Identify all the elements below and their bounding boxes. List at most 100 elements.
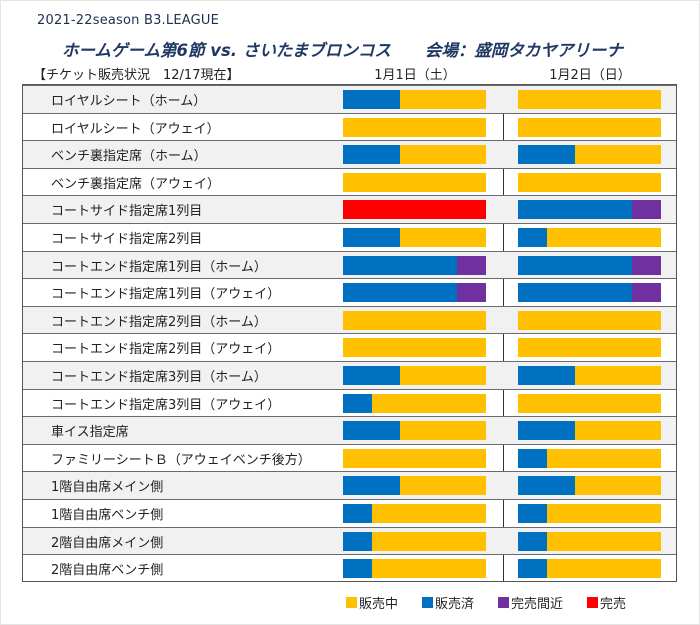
table-row: コートエンド指定席2列目（ホーム） bbox=[23, 305, 676, 334]
status-bar-day-1 bbox=[343, 504, 486, 523]
bar-segment-sold bbox=[343, 255, 458, 275]
table-row: ベンチ裏指定席（ホーム） bbox=[23, 140, 676, 168]
legend-item-almost-sold-out: 完売間近 bbox=[498, 593, 563, 612]
status-bar-day-1 bbox=[343, 421, 486, 441]
table-row: 2階自由席ベンチ側 bbox=[23, 554, 676, 582]
table-row: コートエンド指定席2列目（アウェイ） bbox=[23, 333, 676, 361]
bar-segment-sold bbox=[343, 145, 401, 165]
status-bar-day-2 bbox=[518, 366, 661, 385]
table-row: 1階自由席ベンチ側 bbox=[23, 499, 676, 527]
seat-category-label: ロイヤルシート（ホーム） bbox=[51, 94, 207, 109]
table-row: コートサイド指定席1列目 bbox=[23, 195, 676, 223]
status-bar-day-2 bbox=[518, 145, 661, 165]
bar-segment-almost-sold-out bbox=[632, 283, 661, 303]
bar-segment-sold-out bbox=[343, 200, 486, 220]
seat-category-label: コートエンド指定席3列目（アウェイ） bbox=[51, 397, 281, 413]
status-bar-day-1 bbox=[343, 310, 486, 330]
season-label: 2021-22season B3.LEAGUE bbox=[37, 13, 219, 28]
status-bar-day-1 bbox=[343, 90, 486, 109]
bar-segment-sold bbox=[518, 283, 633, 303]
status-bar-day-1 bbox=[343, 448, 486, 468]
table-row: 1階自由席メイン側 bbox=[23, 471, 676, 499]
table-row: 車イス指定席 bbox=[23, 416, 676, 444]
bar-segment-on-sale bbox=[400, 366, 486, 385]
status-bar-day-1 bbox=[343, 172, 486, 192]
bar-segment-sold bbox=[518, 200, 633, 220]
bar-segment-sold bbox=[518, 366, 576, 385]
table-row: 2階自由席メイン側 bbox=[23, 526, 676, 555]
status-bar-day-2 bbox=[518, 421, 661, 441]
bar-segment-on-sale bbox=[371, 504, 486, 523]
table-row: コートサイド指定席2列目 bbox=[23, 223, 676, 251]
status-bar-day-1 bbox=[343, 559, 486, 579]
day-header-1: 1月1日（土） bbox=[374, 68, 456, 83]
seat-category-label: ベンチ裏指定席（ホーム） bbox=[51, 149, 207, 165]
status-bar-day-1 bbox=[343, 117, 486, 137]
table-row: ロイヤルシート（ホーム） bbox=[23, 85, 676, 113]
seat-category-label: コートサイド指定席1列目 bbox=[51, 204, 203, 220]
bar-segment-sold bbox=[343, 504, 372, 523]
bar-segment-almost-sold-out bbox=[457, 283, 486, 303]
seat-category-label: ロイヤルシート（アウェイ） bbox=[51, 121, 220, 137]
bar-segment-sold bbox=[518, 476, 576, 496]
bar-segment-sold bbox=[518, 559, 547, 579]
status-bar-day-2 bbox=[518, 448, 661, 468]
status-bar-day-2 bbox=[518, 255, 661, 275]
bar-segment-on-sale bbox=[371, 393, 486, 413]
seat-category-label: ファミリーシートＢ（アウェイベンチ後方） bbox=[51, 452, 311, 468]
status-bar-day-2 bbox=[518, 200, 661, 220]
bar-segment-on-sale bbox=[575, 476, 661, 496]
table-row: コートエンド指定席3列目（アウェイ） bbox=[23, 388, 676, 417]
seat-category-label: コートエンド指定席2列目（アウェイ） bbox=[51, 342, 281, 358]
bar-segment-on-sale bbox=[546, 504, 661, 523]
bar-segment-on-sale bbox=[575, 421, 661, 441]
bar-segment-sold bbox=[518, 421, 576, 441]
bar-segment-on-sale bbox=[546, 228, 661, 247]
bar-segment-on-sale bbox=[575, 366, 661, 385]
bar-segment-almost-sold-out bbox=[632, 255, 661, 275]
table-row: ファミリーシートＢ（アウェイベンチ後方） bbox=[23, 443, 676, 472]
bar-segment-almost-sold-out bbox=[632, 200, 661, 220]
bar-segment-sold bbox=[518, 531, 547, 551]
seat-category-label: 2階自由席ベンチ側 bbox=[51, 563, 164, 579]
bar-segment-sold bbox=[343, 476, 401, 496]
seat-category-label: 1階自由席メイン側 bbox=[51, 480, 164, 496]
status-bar-day-2 bbox=[518, 476, 661, 496]
legend-item-sold-out: 完売 bbox=[587, 593, 626, 612]
bar-segment-on-sale bbox=[400, 90, 486, 109]
table-row: コートエンド指定席3列目（ホーム） bbox=[23, 361, 676, 389]
table-row: ベンチ裏指定席（アウェイ） bbox=[23, 167, 676, 196]
bar-segment-on-sale bbox=[371, 559, 486, 579]
status-bar-day-2 bbox=[518, 531, 661, 551]
seat-category-label: 車イス指定席 bbox=[51, 425, 129, 441]
legend-label: 完売間近 bbox=[511, 597, 564, 612]
seat-category-label: コートエンド指定席1列目（アウェイ） bbox=[51, 287, 281, 303]
status-bar-day-2 bbox=[518, 172, 661, 192]
table-row: ロイヤルシート（アウェイ） bbox=[23, 112, 676, 141]
bar-segment-sold bbox=[343, 90, 401, 109]
bar-segment-sold bbox=[518, 228, 547, 247]
legend-item-on-sale: 販売中 bbox=[346, 593, 398, 612]
bar-segment-on-sale bbox=[343, 338, 486, 358]
legend: 販売中 販売済 完売間近 完売 bbox=[346, 593, 626, 612]
seat-category-label: 1階自由席ベンチ側 bbox=[51, 508, 164, 523]
legend-label: 販売済 bbox=[435, 597, 475, 612]
legend-label: 販売中 bbox=[359, 597, 399, 612]
legend-swatch bbox=[422, 597, 434, 608]
venue-label: 会場：盛岡タカヤアリーナ bbox=[424, 41, 623, 60]
bar-segment-sold bbox=[343, 531, 372, 551]
page-title: ホームゲーム第6節 vs. さいたまブロンコス 会場：盛岡タカヤアリーナ bbox=[62, 37, 623, 61]
status-bar-day-2 bbox=[518, 117, 661, 137]
game-title: ホームゲーム第6節 vs. さいたまブロンコス bbox=[62, 41, 391, 60]
legend-swatch bbox=[587, 597, 599, 608]
status-bar-day-1 bbox=[343, 366, 486, 385]
bar-segment-sold bbox=[518, 255, 633, 275]
status-bar-day-2 bbox=[518, 504, 661, 523]
bar-segment-sold bbox=[518, 145, 576, 165]
status-bar-day-1 bbox=[343, 283, 486, 303]
bar-segment-sold bbox=[343, 421, 401, 441]
seat-category-label: ベンチ裏指定席（アウェイ） bbox=[51, 176, 221, 192]
legend-item-sold: 販売済 bbox=[422, 593, 474, 612]
bar-segment-on-sale bbox=[343, 448, 486, 468]
seat-category-label: 2階自由席メイン側 bbox=[51, 535, 164, 551]
